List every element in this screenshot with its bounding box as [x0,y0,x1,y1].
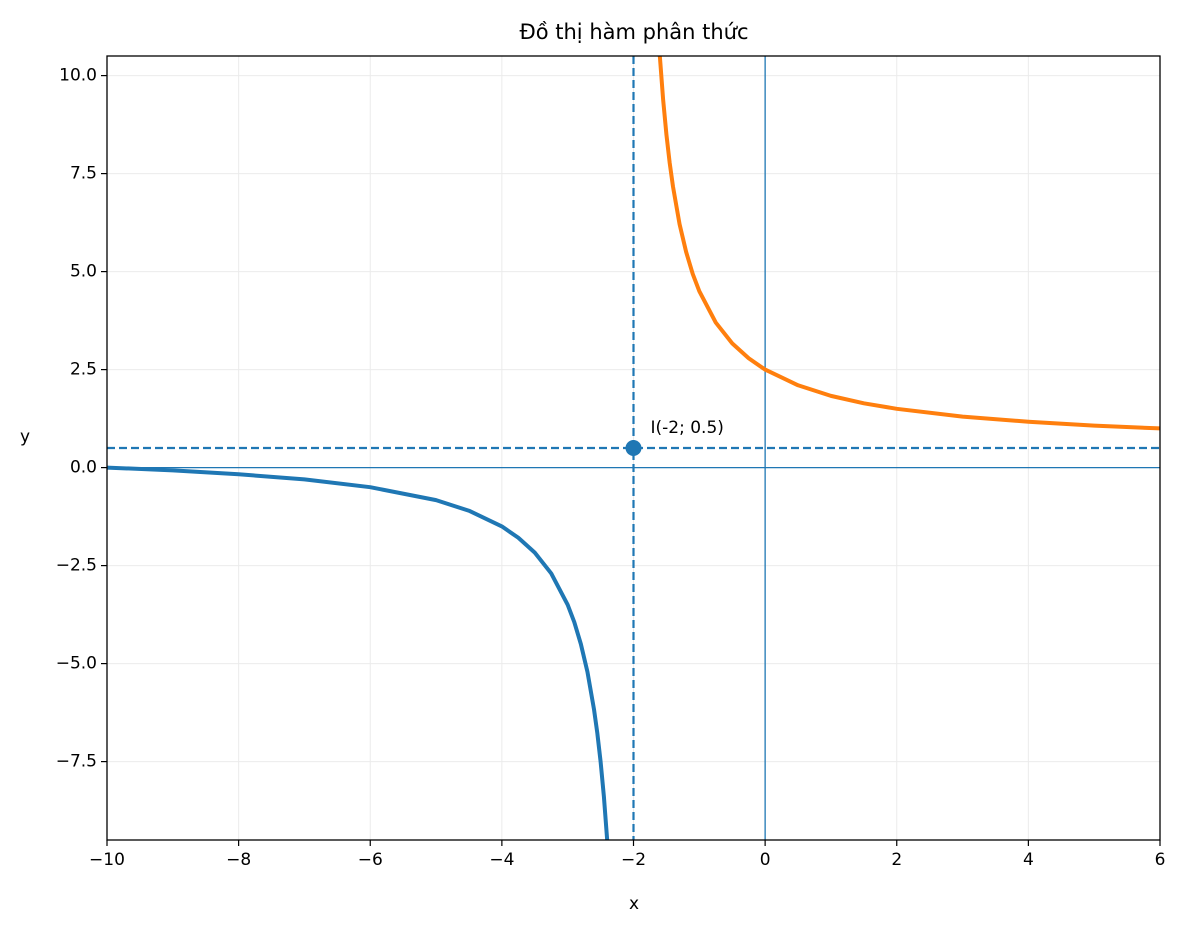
y-tick-label: 0.0 [70,458,97,478]
x-tick-label: 4 [1023,850,1034,870]
y-tick-label: −7.5 [56,752,97,772]
y-tick-label: 10.0 [59,66,97,86]
x-tick-label: −10 [89,850,125,870]
curve [657,56,1160,431]
x-tick-label: −4 [489,850,514,870]
y-tick-label: 2.5 [70,360,97,380]
center-point [625,440,642,456]
chart-title: Đồ thị hàm phân thức [519,20,748,44]
curve [107,465,610,840]
y-axis-label: y [20,427,30,447]
x-tick-label: 2 [891,850,902,870]
x-tick-label: −6 [358,850,383,870]
x-tick-label: 6 [1155,850,1166,870]
point-label: I(-2; 0.5) [651,418,724,438]
x-tick-label: −2 [621,850,646,870]
y-tick-label: 7.5 [70,164,97,184]
y-tick-label: −2.5 [56,556,97,576]
x-tick-label: −8 [226,850,251,870]
plot-frame [106,55,1161,841]
x-axis-label: x [629,894,639,914]
y-tick-label: 5.0 [70,262,97,282]
y-tick-label: −5.0 [56,654,97,674]
x-tick-label: 0 [760,850,771,870]
